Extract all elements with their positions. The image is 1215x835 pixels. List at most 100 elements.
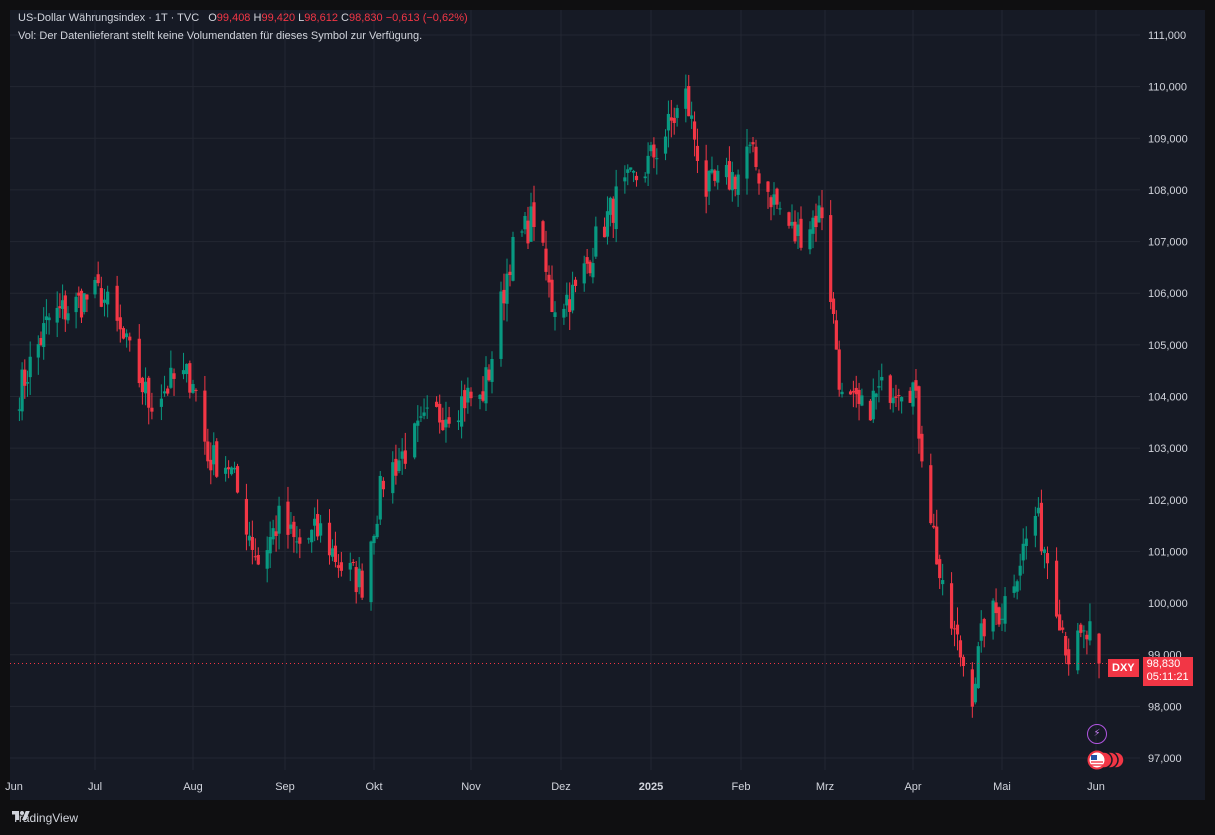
symbol-legend: US-Dollar Währungsindex · 1T · TVC O 99,4… xyxy=(18,12,468,24)
candle-body xyxy=(419,416,423,418)
price-tick-label: 109,000 xyxy=(1148,133,1188,145)
candle-body xyxy=(766,181,770,192)
time-tick-label: Jun xyxy=(5,781,23,793)
candle-body xyxy=(920,433,924,462)
candle-body xyxy=(93,280,97,295)
open-label: O xyxy=(208,12,217,24)
candle-body xyxy=(327,522,332,556)
candle-body xyxy=(900,397,904,402)
candle-body xyxy=(929,465,933,524)
candle-body xyxy=(523,215,527,230)
candle-body xyxy=(394,458,398,476)
candle-body xyxy=(115,285,119,321)
candle-body xyxy=(614,186,618,230)
candle-body xyxy=(372,535,376,544)
candle-body xyxy=(778,208,782,210)
price-axis[interactable]: 111,000 110,000 109,000 108,000 107,000 106,0… xyxy=(1148,30,1188,765)
candle-body xyxy=(23,369,27,386)
candle-body xyxy=(44,316,48,320)
candle-body xyxy=(955,624,960,635)
candle-body xyxy=(106,291,110,305)
candle-body xyxy=(1064,635,1068,656)
candle-body xyxy=(897,394,901,396)
candle-body xyxy=(831,298,836,315)
candle-body xyxy=(227,467,231,470)
candle-body xyxy=(976,646,980,689)
lightning-bolt-icon[interactable]: ⚡︎ xyxy=(1087,724,1107,744)
high-value: 99,420 xyxy=(261,12,296,24)
bar-countdown: 05:11:21 xyxy=(1146,671,1189,683)
candle-body xyxy=(397,460,401,472)
candle-body xyxy=(724,164,729,178)
candle-body xyxy=(1088,621,1092,641)
candle-body xyxy=(121,328,126,339)
candle-body xyxy=(736,174,740,195)
candle-body xyxy=(704,160,708,197)
candle-body xyxy=(769,197,773,208)
candle-body xyxy=(63,295,67,320)
candle-body xyxy=(808,229,812,250)
low-label: L xyxy=(298,12,305,24)
candle-body xyxy=(244,498,249,535)
candle-body xyxy=(935,526,939,565)
candle-body xyxy=(751,142,755,145)
candle-body xyxy=(775,188,779,205)
time-axis[interactable]: Jun Jul Aug Sep Okt Nov Dez 2025 Feb Mrz Apr Mai Jun xyxy=(5,781,1105,793)
candle-body xyxy=(74,296,78,313)
candle-body xyxy=(499,291,503,359)
candle-body xyxy=(573,279,578,286)
brand-name[interactable]: TradingView xyxy=(12,811,79,825)
candle-body xyxy=(745,146,749,179)
candle-body xyxy=(339,562,343,571)
candle-body xyxy=(952,628,957,630)
candle-body xyxy=(247,535,251,541)
candle-body xyxy=(1012,586,1016,593)
candle-body xyxy=(77,292,81,296)
candle-body xyxy=(585,257,589,264)
candle-body xyxy=(274,531,278,536)
candle-body xyxy=(908,390,912,403)
candle-body xyxy=(874,393,878,398)
candle-body xyxy=(1021,543,1025,561)
candle-body xyxy=(891,397,895,404)
candle-body xyxy=(958,640,963,658)
candle-body xyxy=(162,391,167,394)
candle-body xyxy=(1079,624,1083,633)
candle-body xyxy=(631,170,636,173)
time-tick-label: Okt xyxy=(365,781,382,793)
candle-body xyxy=(594,226,598,257)
candle-body xyxy=(511,236,515,281)
us-flag-icon[interactable] xyxy=(1086,750,1126,770)
tradingview-logo-icon[interactable] xyxy=(12,809,30,823)
candle-body xyxy=(381,480,385,490)
candle-body xyxy=(456,420,461,423)
candle-body xyxy=(911,382,915,407)
candle-body xyxy=(215,441,219,477)
chart-pane[interactable] xyxy=(10,10,1205,800)
candle-body xyxy=(932,525,936,528)
candle-body xyxy=(391,462,395,494)
candle-body xyxy=(571,284,575,311)
candle-body xyxy=(235,466,240,493)
time-tick-label: Apr xyxy=(904,781,921,793)
time-tick-label: Jun xyxy=(1087,781,1105,793)
candle-body xyxy=(253,556,257,558)
candle-body xyxy=(692,121,697,140)
time-tick-label: 2025 xyxy=(639,781,663,793)
candle-body xyxy=(17,409,21,411)
candle-body xyxy=(733,176,737,190)
time-tick-label: Aug xyxy=(183,781,203,793)
candle-body xyxy=(118,317,122,330)
symbol-title[interactable]: US-Dollar Währungsindex · 1T · TVC xyxy=(18,12,200,24)
price-tick-label: 104,000 xyxy=(1148,392,1188,404)
candle-body xyxy=(526,220,530,244)
candle-body xyxy=(941,580,945,585)
candle-body xyxy=(871,390,875,420)
candle-body xyxy=(400,451,404,459)
candle-body xyxy=(42,323,46,347)
candle-body xyxy=(663,136,668,154)
candle-body xyxy=(502,289,506,304)
candle-body xyxy=(147,377,151,408)
price-tick-label: 102,000 xyxy=(1148,495,1188,507)
